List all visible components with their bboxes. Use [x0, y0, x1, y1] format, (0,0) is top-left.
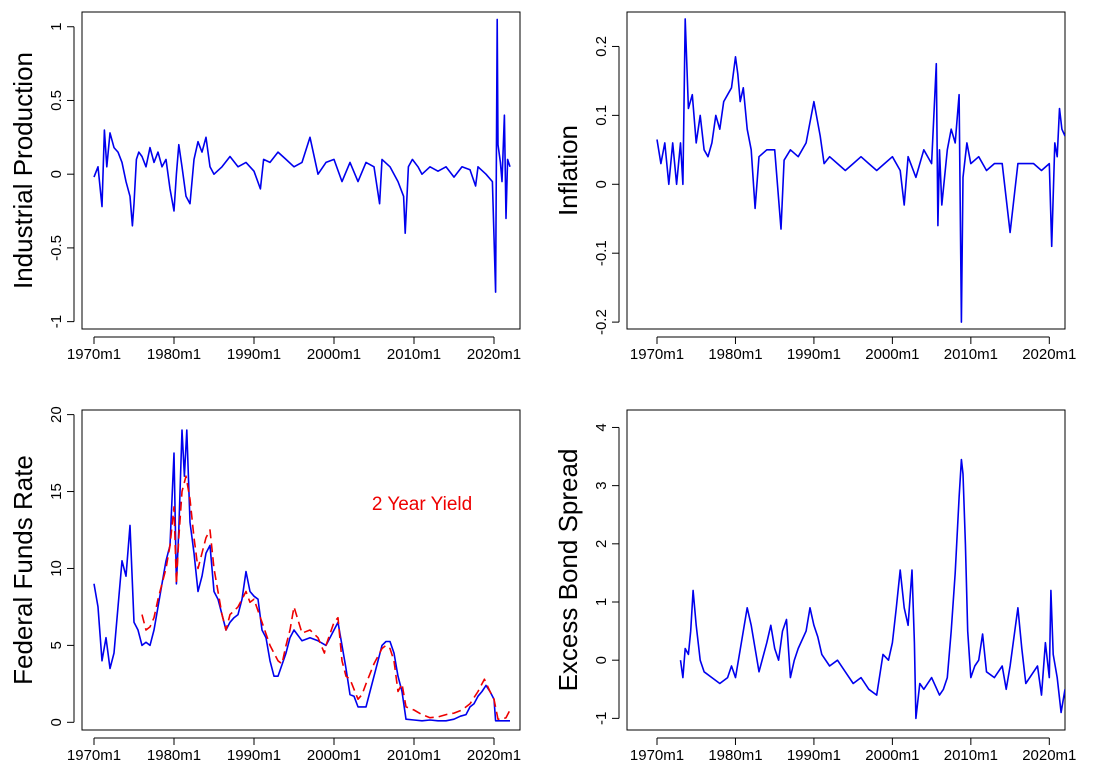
x-tick-label: 2020m1: [467, 346, 521, 363]
x-tick-label: 1970m1: [630, 747, 684, 764]
x-tick-label: 2010m1: [387, 747, 441, 764]
x-tick-label: 1970m1: [67, 747, 121, 764]
y-axis: 0 5 10 15 20: [48, 406, 75, 726]
x-tick-label: 1990m1: [787, 747, 841, 764]
x-tick-label: 2000m1: [865, 346, 919, 363]
series-line-solid: [679, 458, 1065, 720]
plot-frame: [81, 11, 521, 330]
y-tick-label: 0.5: [48, 90, 65, 111]
y-tick-label: 15: [48, 483, 65, 500]
y-tick-label: 4: [593, 423, 610, 431]
y-axis: -1 -0.5 0 0.5 1: [48, 23, 75, 328]
plot-frame: [81, 409, 521, 731]
y-tick-label: -0.2: [593, 309, 610, 335]
x-tick-label: 1990m1: [787, 346, 841, 363]
x-tick-label: 2010m1: [387, 346, 441, 363]
y-tick-label: 0.2: [593, 36, 610, 57]
chart-panel-3: 1970m1 1980m1 1990m1 2000m1 2010m1 2020m1 0 5 10…: [8, 406, 521, 764]
x-tick-label: 1990m1: [227, 346, 281, 363]
y-axis-title: Inflation: [553, 125, 583, 216]
y-tick-label: -1: [593, 712, 610, 725]
y-axis-title: Federal Funds Rate: [8, 455, 38, 685]
chart-panel-2: 1970m1 1980m1 1990m1 2000m1 2010m1 2020m1 -0.2…: [553, 11, 1076, 363]
y-tick-label: 10: [48, 560, 65, 577]
x-tick-label: 2020m1: [467, 747, 521, 764]
y-axis: -0.2 -0.1 0 0.1 0.2: [593, 36, 620, 335]
y-tick-label: -0.5: [48, 235, 65, 261]
y-tick-label: 1: [48, 23, 65, 31]
x-tick-label: 2010m1: [944, 346, 998, 363]
series-line-solid: [93, 18, 511, 293]
x-tick-label: 1970m1: [67, 346, 121, 363]
y-tick-label: -1: [48, 315, 65, 328]
y-tick-label: 0: [48, 170, 65, 178]
x-tick-label: 2000m1: [865, 747, 919, 764]
y-axis-title: Industrial Production: [8, 52, 38, 289]
series-line-dashed: [141, 475, 511, 720]
x-tick-label: 1980m1: [147, 346, 201, 363]
y-tick-label: 2: [593, 540, 610, 548]
x-axis: 1970m1 1980m1 1990m1 2000m1 2010m1 2020m1: [630, 336, 1076, 363]
x-tick-label: 2020m1: [1022, 747, 1076, 764]
series-line-solid: [656, 18, 1065, 323]
y-tick-label: 1: [593, 598, 610, 606]
x-axis: 1970m1 1980m1 1990m1 2000m1 2010m1 2020m1: [630, 737, 1076, 764]
x-tick-label: 1970m1: [630, 346, 684, 363]
series-line-solid: [93, 429, 510, 722]
x-tick-label: 2020m1: [1022, 346, 1076, 363]
x-tick-label: 2000m1: [307, 747, 361, 764]
chart-panel-1: 1970m1 1980m1 1990m1 2000m1 2010m1 2020m1 -1 -0…: [8, 11, 521, 363]
y-axis: -1 0 1 2 3 4: [593, 423, 620, 725]
x-tick-label: 1990m1: [227, 747, 281, 764]
y-tick-label: 0: [593, 656, 610, 664]
y-tick-label: 20: [48, 406, 65, 423]
plot-frame: [626, 409, 1066, 731]
y-tick-label: 0.1: [593, 105, 610, 126]
x-axis: 1970m1 1980m1 1990m1 2000m1 2010m1 2020m1: [67, 737, 521, 764]
chart-panel-4: 1970m1 1980m1 1990m1 2000m1 2010m1 2020m1 -1 0 1…: [553, 409, 1076, 764]
y-tick-label: 3: [593, 481, 610, 489]
x-tick-label: 2010m1: [944, 747, 998, 764]
x-tick-label: 1980m1: [147, 747, 201, 764]
x-tick-label: 1980m1: [708, 346, 762, 363]
y-tick-label: 0: [48, 718, 65, 726]
x-tick-label: 2000m1: [307, 346, 361, 363]
y-tick-label: -0.1: [593, 240, 610, 266]
y-tick-label: 5: [48, 641, 65, 649]
y-tick-label: 0: [593, 180, 610, 188]
y-axis-title: Excess Bond Spread: [553, 449, 583, 692]
plot-frame: [626, 11, 1066, 330]
x-tick-label: 1980m1: [708, 747, 762, 764]
legend-annotation: 2 Year Yield: [372, 494, 472, 515]
x-axis: 1970m1 1980m1 1990m1 2000m1 2010m1 2020m1: [67, 336, 521, 363]
